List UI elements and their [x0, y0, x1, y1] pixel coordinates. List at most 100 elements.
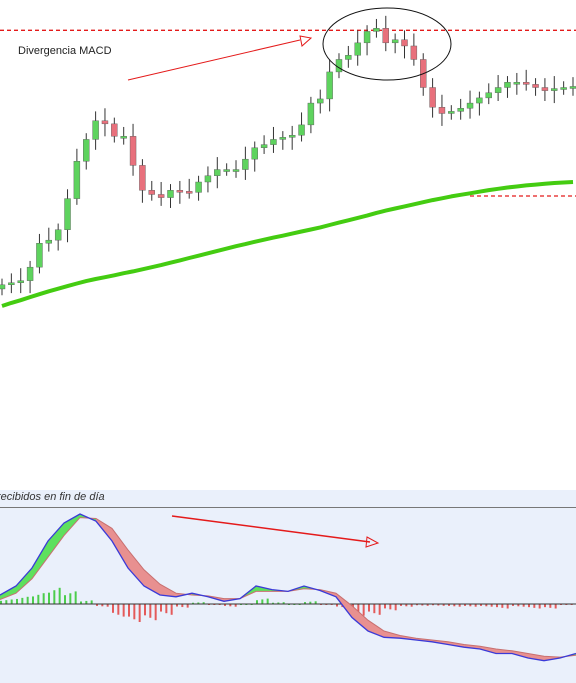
down-candle: [438, 107, 446, 114]
histogram-bar-up: [266, 598, 269, 604]
macd-panel-caption: recibidos en fin de día: [0, 491, 105, 503]
candle: [354, 30, 361, 66]
up-candle: [504, 82, 511, 88]
histogram-bar-down: [96, 604, 98, 606]
candle: [17, 268, 24, 294]
histogram-bar-down: [474, 604, 477, 607]
macd-fill-bearish: [144, 569, 160, 595]
candle: [429, 78, 436, 118]
histogram-bar-up: [48, 592, 50, 604]
histogram-bar-down: [133, 604, 136, 620]
up-candle: [36, 243, 43, 268]
up-candle: [560, 87, 567, 90]
histogram-bar-down: [469, 604, 472, 607]
candle: [232, 160, 240, 178]
up-candle: [260, 144, 268, 148]
up-candle: [466, 102, 474, 109]
candle: [83, 133, 90, 170]
histogram-bar-up: [42, 593, 45, 604]
candle: [466, 90, 474, 119]
macd-fill-bearish: [528, 653, 544, 661]
histogram-bar-down: [432, 604, 434, 606]
macd-arrow-head: [365, 536, 380, 548]
candle: [242, 146, 249, 180]
candle: [214, 157, 221, 189]
histogram-bar-down: [186, 604, 189, 608]
candle: [92, 111, 99, 150]
price-chart: [0, 7, 576, 308]
histogram-bar-up: [74, 591, 77, 604]
up-candle: [335, 59, 343, 73]
histogram-bar-down: [224, 604, 226, 606]
macd-fill-bearish: [384, 631, 400, 639]
candle: [401, 30, 408, 59]
histogram-bar-down: [149, 604, 152, 618]
candle: [148, 180, 155, 201]
histogram-bar-down: [112, 604, 114, 613]
up-candle: [513, 82, 521, 85]
histogram-bar-down: [442, 604, 445, 606]
up-candle: [195, 181, 202, 193]
histogram-bar-down: [234, 604, 237, 607]
histogram-bar-up: [202, 602, 205, 604]
histogram-bar-up: [314, 601, 317, 604]
histogram-bar-up: [58, 587, 61, 604]
macd-fill-bearish: [368, 620, 384, 638]
histogram-bar-down: [554, 604, 557, 609]
candle: [532, 78, 539, 96]
up-candle: [73, 161, 81, 199]
down-candle: [401, 39, 408, 47]
candle: [186, 178, 193, 199]
macd-chart: [0, 513, 576, 662]
candle: [36, 233, 43, 274]
candle: [560, 81, 567, 95]
histogram-bar-up: [26, 596, 29, 604]
histogram-bar-down: [368, 604, 370, 612]
candle: [373, 18, 380, 38]
histogram-bar-down: [426, 604, 429, 606]
up-candle: [326, 71, 333, 100]
macd-panel: [0, 490, 576, 683]
histogram-bar-up: [53, 590, 56, 604]
candle: [457, 98, 464, 120]
candle: [391, 33, 399, 54]
up-candle: [494, 87, 502, 93]
histogram-bar-up: [0, 600, 2, 604]
candle: [345, 45, 352, 68]
up-candle: [307, 102, 315, 126]
up-candle: [354, 42, 361, 56]
histogram-bar-down: [437, 604, 440, 606]
candle: [513, 72, 521, 95]
histogram-bar-up: [32, 596, 34, 604]
macd-fill-bearish: [464, 644, 480, 649]
up-candle: [288, 135, 296, 138]
histogram-bar-down: [448, 604, 450, 606]
up-candle: [476, 97, 483, 104]
macd-divergence-arrow: [171, 515, 371, 543]
down-candle: [139, 165, 146, 191]
candle: [139, 159, 146, 203]
histogram-bar-down: [336, 604, 338, 607]
candle: [251, 141, 258, 172]
price-arrow-head: [299, 35, 313, 47]
signal-line: [0, 517, 576, 658]
candle: [54, 223, 62, 251]
down-candle: [157, 194, 165, 198]
histogram-bar-down: [533, 604, 536, 608]
candle: [504, 76, 511, 98]
histogram-bar-down: [501, 604, 504, 608]
up-candle: [485, 92, 492, 99]
histogram-bar-down: [373, 604, 376, 614]
macd-fill-bullish: [48, 523, 64, 558]
down-candle: [101, 120, 109, 125]
histogram-bar-up: [256, 600, 258, 604]
histogram-bar-up: [309, 601, 312, 604]
histogram-bar-up: [282, 602, 285, 604]
histogram-bar-up: [5, 600, 8, 604]
histogram-bar-down: [517, 604, 520, 607]
down-candle: [532, 84, 539, 88]
up-candle: [8, 282, 15, 286]
up-candle: [279, 137, 287, 140]
down-candle: [176, 190, 184, 193]
candle: [522, 69, 530, 91]
